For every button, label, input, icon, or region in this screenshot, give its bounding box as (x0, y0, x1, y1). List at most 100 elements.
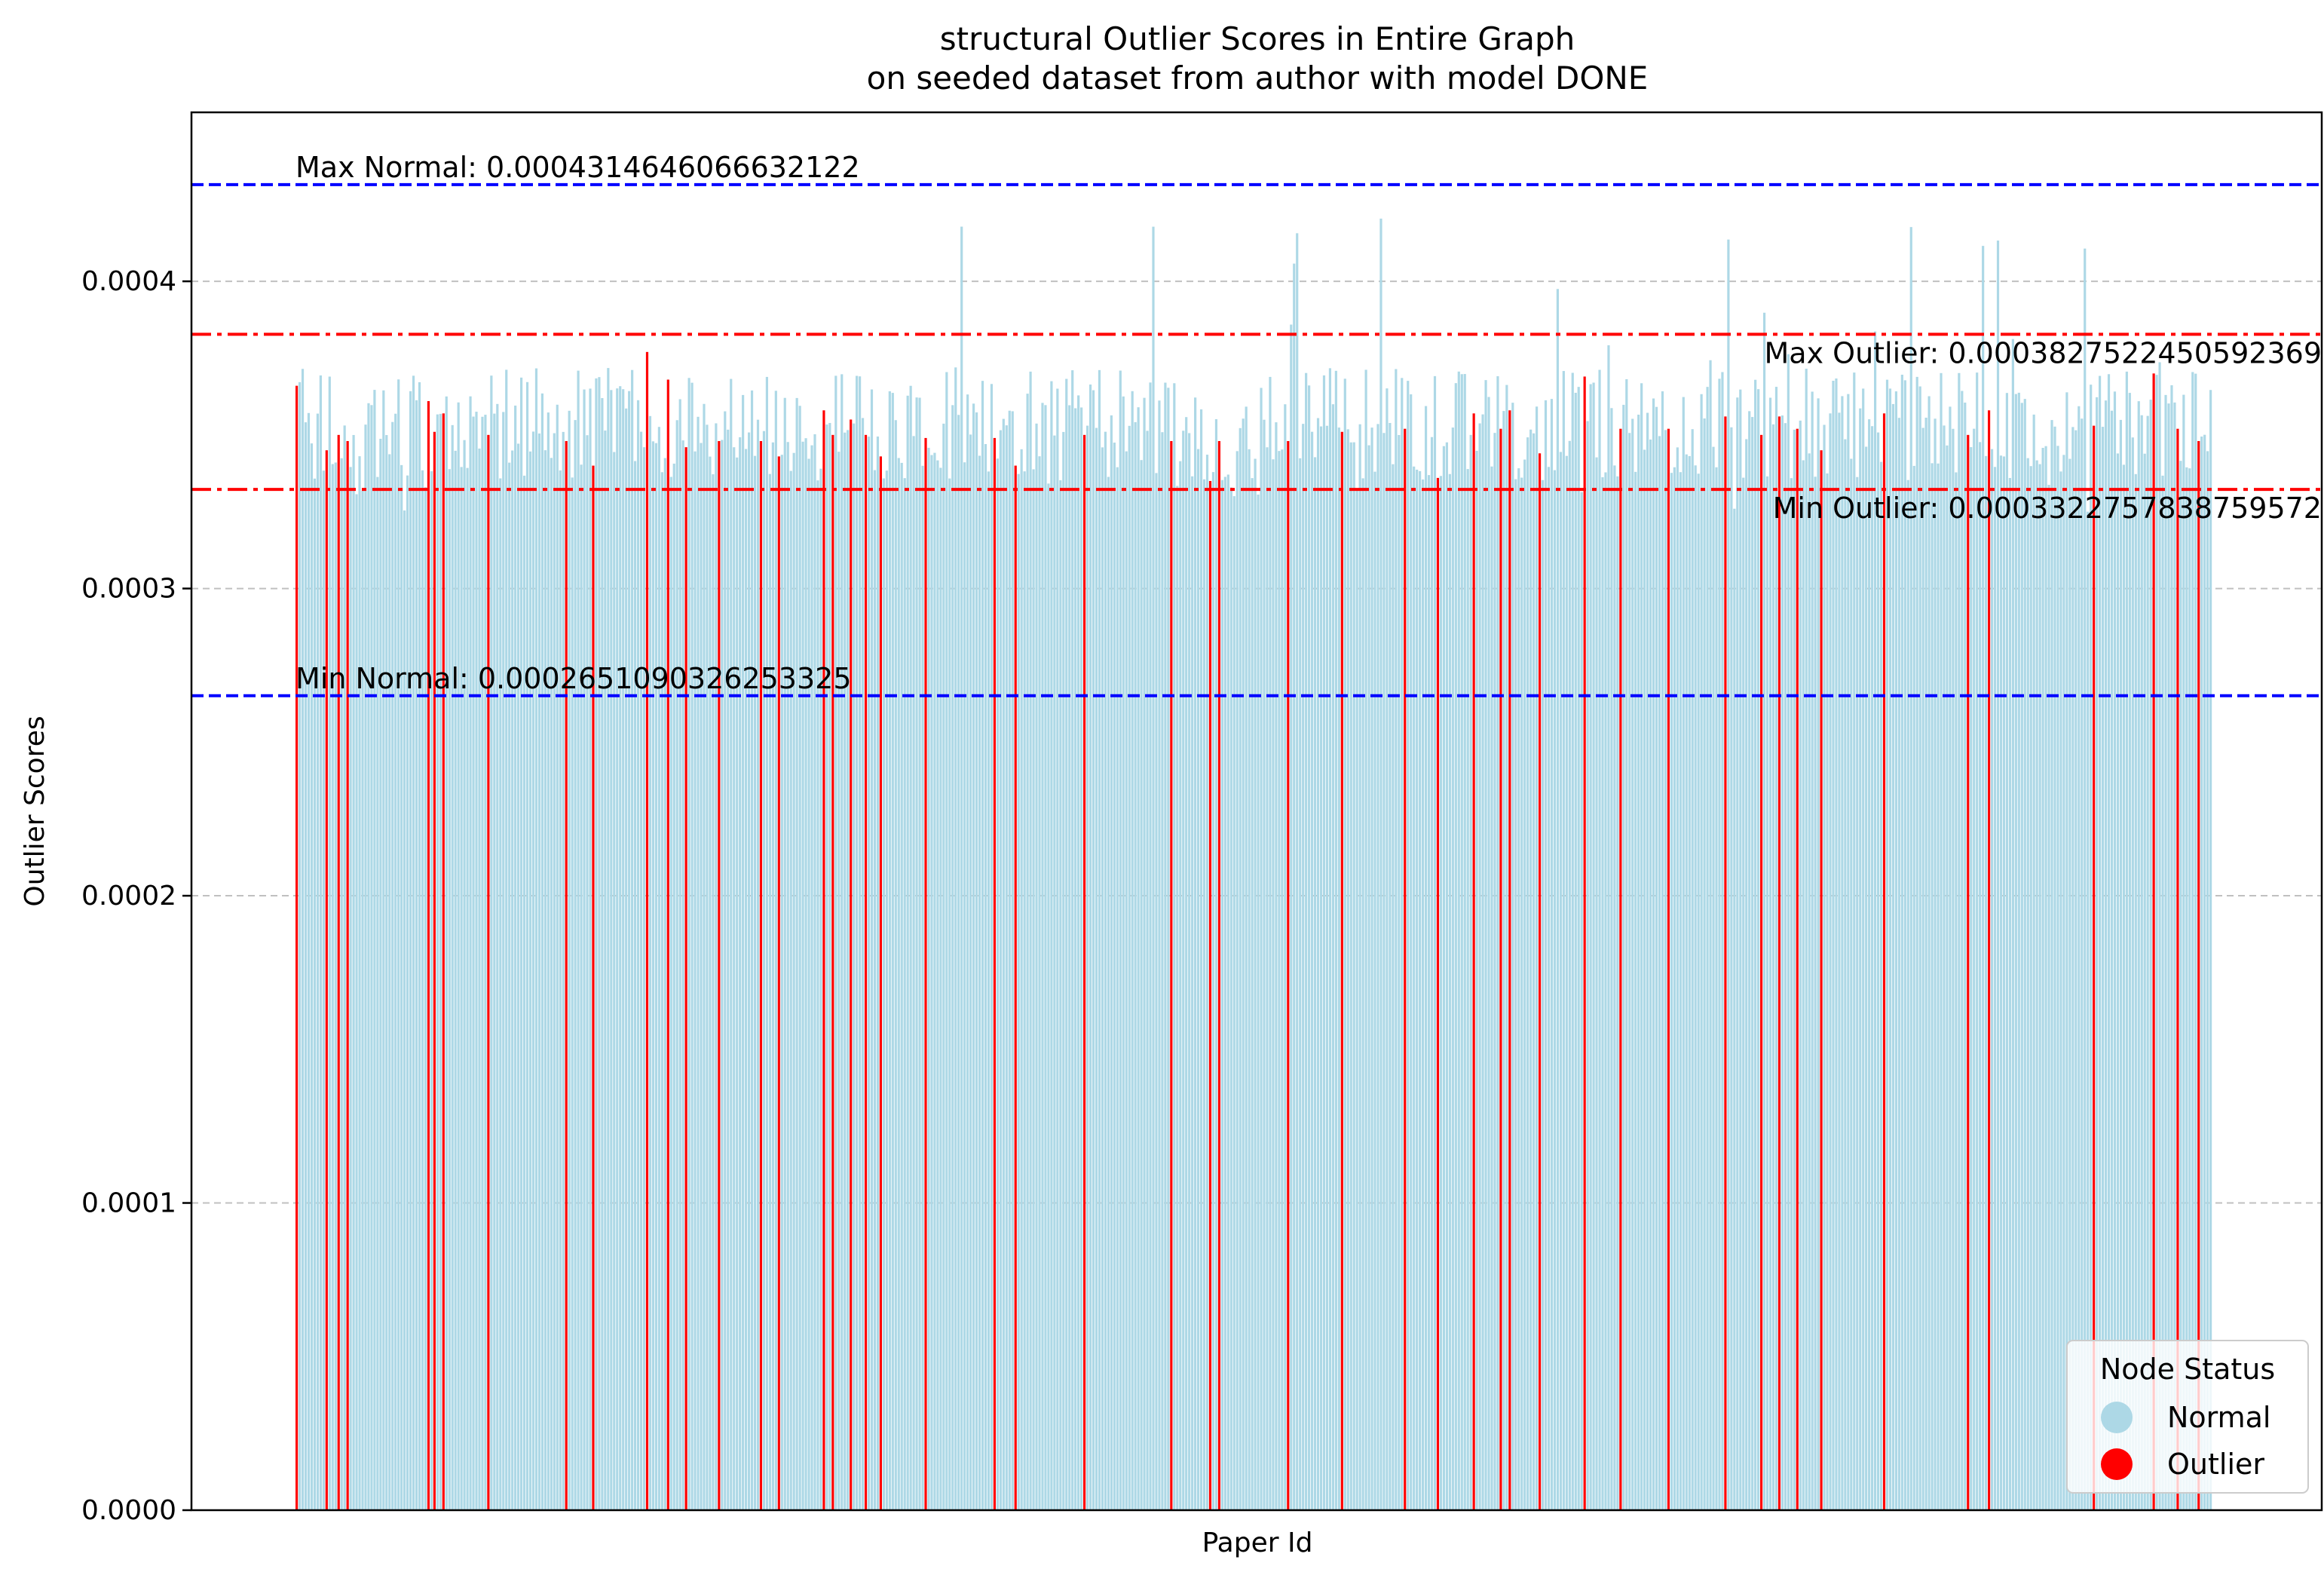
bar-normal (1721, 372, 1724, 1510)
bar-normal (528, 451, 532, 1510)
bar-normal (1511, 403, 1514, 1510)
bar-normal (1257, 494, 1260, 1511)
bar-normal (1814, 477, 1817, 1510)
bar-normal (2090, 385, 2093, 1511)
bar-outlier (1820, 450, 1823, 1510)
bar-normal (1413, 466, 1416, 1510)
bar-outlier (759, 441, 763, 1510)
bar-normal (1245, 406, 1248, 1510)
bar-normal (522, 475, 526, 1510)
bar-normal (2191, 372, 2194, 1511)
bar-normal (1290, 324, 1293, 1510)
bar-normal (481, 416, 484, 1510)
bar-normal (385, 435, 388, 1510)
bar-normal (1768, 397, 1772, 1510)
bar-normal (1352, 442, 1355, 1510)
bar-normal (1214, 418, 1218, 1511)
bar-normal (1346, 429, 1349, 1510)
bar-normal (963, 462, 966, 1511)
bar-normal (1296, 233, 1299, 1511)
bar-normal (733, 447, 736, 1511)
bar-normal (1134, 421, 1137, 1510)
bar-normal (1802, 460, 1805, 1511)
bar-normal (1601, 477, 1604, 1511)
bar-outlier (346, 441, 349, 1510)
bar-normal (918, 397, 921, 1510)
bar-normal (1985, 455, 1988, 1510)
bar-normal (1835, 378, 1838, 1510)
bar-normal (1080, 407, 1083, 1511)
bar-normal (1871, 426, 1874, 1510)
bar-normal (681, 440, 684, 1510)
bar-normal (1229, 487, 1232, 1510)
bar-normal (340, 458, 343, 1510)
bar-normal (1325, 425, 1329, 1510)
bar-normal (1754, 379, 1757, 1511)
bar-normal (2081, 418, 2084, 1511)
bar-normal (534, 368, 538, 1511)
bar-normal (2026, 458, 2029, 1510)
bar-normal (942, 423, 945, 1510)
bar-normal (2074, 430, 2078, 1510)
bar-normal (1586, 421, 1589, 1510)
bar-normal (715, 423, 718, 1511)
bar-normal (1023, 471, 1026, 1511)
bar-normal (660, 472, 663, 1510)
bar-outlier (1619, 428, 1622, 1511)
bar-normal (2194, 373, 2197, 1510)
bar-normal (1278, 451, 1281, 1510)
bar-normal (1077, 395, 1080, 1511)
y-gridlines (191, 280, 2322, 1204)
bar-normal (2203, 434, 2206, 1511)
bar-normal (2173, 402, 2176, 1510)
bar-normal (1885, 379, 1889, 1510)
bar-normal (331, 464, 334, 1510)
bar-normal (1973, 428, 1976, 1510)
bar-outlier (666, 379, 669, 1510)
bar-normal (634, 461, 637, 1510)
bar-normal (400, 464, 403, 1510)
bar-normal (2164, 394, 2167, 1510)
bar-normal (921, 465, 924, 1510)
bar-outlier (1404, 428, 1407, 1511)
bar-normal (1481, 414, 1484, 1510)
bar-normal (586, 435, 589, 1510)
bar-normal (1658, 436, 1661, 1510)
bar-normal (1422, 479, 1425, 1511)
bar-normal (598, 377, 601, 1511)
bar-normal (1703, 418, 1706, 1510)
bar-normal (2017, 392, 2020, 1510)
bar-normal (1478, 423, 1481, 1510)
bar-normal (1748, 411, 1751, 1510)
bar-normal (1439, 476, 1443, 1510)
bar-normal (1637, 414, 1640, 1510)
bar-normal (678, 399, 681, 1510)
bar-normal (1931, 463, 1934, 1510)
bar-normal (648, 415, 652, 1510)
bar-normal (2110, 410, 2114, 1511)
bar-normal (1811, 391, 1814, 1511)
bar-normal (870, 389, 874, 1510)
bar-normal (669, 477, 672, 1510)
bar-normal (1469, 434, 1472, 1510)
bar-outlier (2176, 428, 2179, 1511)
bar-normal (1532, 433, 1536, 1510)
bar-normal (1466, 469, 1469, 1510)
bar-normal (1604, 472, 1607, 1510)
bar-normal (514, 405, 517, 1510)
bar-normal (675, 420, 678, 1510)
bar-normal (469, 396, 472, 1511)
bar-outlier (565, 441, 568, 1510)
bar-outlier (325, 450, 328, 1510)
reference-line-label: Min Normal: 0.0002651090326253325 (295, 662, 852, 695)
bar-normal (604, 431, 607, 1510)
bar-normal (556, 404, 559, 1510)
bar-outlier (718, 441, 721, 1510)
bar-normal (1199, 409, 1203, 1511)
bar-normal (727, 429, 730, 1510)
bar-normal (1047, 483, 1050, 1510)
bar-outlier (684, 447, 687, 1510)
bar-normal (651, 441, 655, 1510)
bar-normal (1736, 397, 1739, 1510)
